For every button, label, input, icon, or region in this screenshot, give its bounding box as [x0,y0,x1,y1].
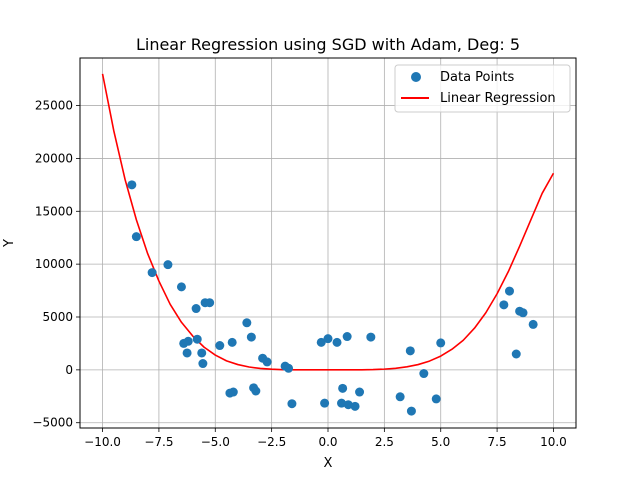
regression-line-layer [101,73,555,371]
regression-line [101,73,555,371]
data-point [242,318,252,328]
y-tick-label: −5000 [32,416,73,430]
data-point [228,387,238,397]
data-point [419,369,429,379]
y-tick-label: 15000 [35,204,73,218]
y-tick-label: 0 [65,363,73,377]
data-point [183,336,193,346]
data-point [205,298,215,308]
y-axis-ticks: −5000 0 5000 10000 15000 20000 25000 [32,99,80,430]
data-point [246,332,256,342]
data-point [251,386,261,396]
legend-marker-data-points [411,72,421,82]
legend-box [394,64,571,113]
x-tick-label: −5.0 [201,435,230,449]
data-point [127,180,137,190]
data-points-layer [127,180,538,416]
data-point [518,308,528,318]
data-point [342,332,352,342]
data-point [147,268,157,278]
data-point [262,357,272,367]
data-point [284,363,294,373]
y-tick-label: 25000 [35,99,73,113]
data-point [332,337,342,347]
chart-title: Linear Regression using SGD with Adam, D… [136,35,520,54]
y-axis-label: Y [2,239,17,248]
data-point [431,394,441,404]
data-point [198,359,208,369]
data-point [323,334,333,344]
data-point [176,282,186,292]
x-tick-label: 10.0 [540,435,567,449]
x-axis-label: X [324,456,333,471]
x-tick-label: −7.5 [144,435,173,449]
data-point [182,348,192,358]
x-tick-label: 0.0 [318,435,337,449]
data-point [131,232,141,242]
data-point [504,286,514,296]
x-tick-label: −10.0 [84,435,121,449]
x-tick-label: −2.5 [257,435,286,449]
data-point [197,348,207,358]
data-point [287,399,297,409]
y-tick-label: 20000 [35,151,73,165]
data-point [215,341,225,351]
data-point [191,304,201,314]
x-tick-label: 2.5 [375,435,394,449]
x-tick-label: 7.5 [488,435,507,449]
x-tick-label: 5.0 [431,435,450,449]
data-point [338,383,348,393]
y-tick-label: 10000 [35,257,73,271]
x-axis-ticks: −10.0 −7.5 −5.0 −2.5 0.0 2.5 5.0 7.5 10.0 [84,428,567,449]
legend: Data Points Linear Regression [394,64,571,113]
legend-label-linear-regression: Linear Regression [440,91,556,106]
data-point [528,319,538,329]
legend-label-data-points: Data Points [440,70,514,85]
data-point [192,334,202,344]
data-point [163,260,173,270]
data-point [227,337,237,347]
data-point [406,406,416,416]
data-point [337,398,347,408]
data-point [366,332,376,342]
y-tick-label: 5000 [42,310,73,324]
data-point [316,337,326,347]
data-point [499,300,509,310]
data-point [350,401,360,411]
data-point [511,349,521,359]
data-point [343,400,353,410]
data-point [405,346,415,356]
data-point [395,392,405,402]
data-point [436,338,446,348]
data-point [355,387,365,397]
data-point [320,398,330,408]
